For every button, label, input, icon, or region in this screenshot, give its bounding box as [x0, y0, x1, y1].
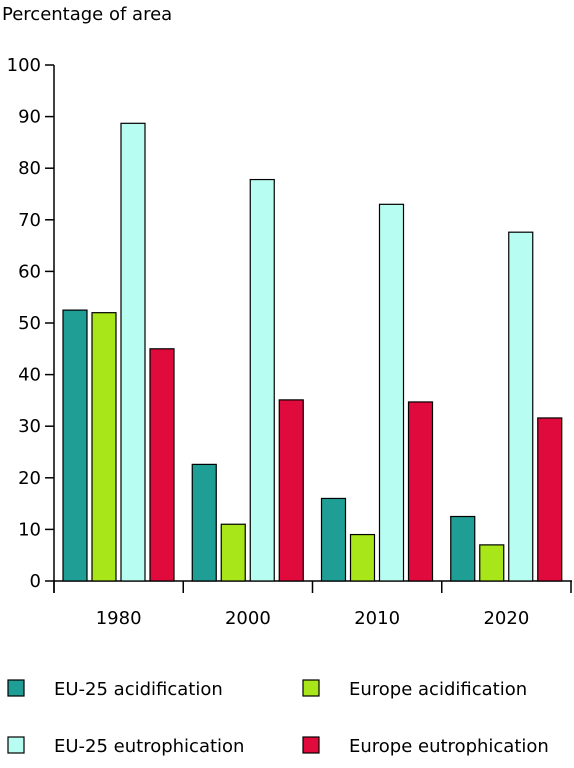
bar-eu-25-acidification-2010	[320, 497, 347, 582]
bar-eu-25-eutrophication-1980	[120, 122, 146, 582]
y-tick-label: 70	[18, 210, 41, 231]
legend-swatch	[302, 736, 320, 754]
y-tick-label: 10	[18, 519, 41, 540]
bar-eu-25-acidification-2020	[450, 515, 476, 582]
y-axis-label: Percentage of area	[2, 4, 172, 25]
bar-europe-eutrophication-1980	[149, 348, 175, 582]
axes: 0 10 20 30 40 50 60 70 80 90 100 1980 2000 2010 2020	[7, 55, 572, 629]
x-tick-label: 2020	[483, 608, 529, 629]
legend-label: Europe acidification	[349, 679, 527, 700]
bar-europe-acidification-2000	[220, 523, 246, 582]
y-tick-label: 80	[18, 158, 41, 179]
legend-swatch	[7, 736, 25, 754]
bar-eu-25-acidification-1980	[62, 309, 88, 582]
y-tick-label: 90	[18, 107, 41, 128]
bar-europe-acidification-2020	[479, 544, 505, 582]
y-tick-label: 50	[18, 313, 41, 334]
bar-europe-acidification-1980	[91, 312, 117, 582]
legend-label: Europe eutrophication	[349, 736, 549, 757]
y-tick-label: 60	[18, 261, 41, 282]
x-tick-label: 1980	[96, 608, 142, 629]
bar-eu-25-eutrophication-2000	[249, 178, 275, 582]
bar-europe-eutrophication-2010	[407, 401, 434, 582]
bar-eu-25-eutrophication-2010	[378, 203, 405, 582]
legend-label: EU-25 acidification	[54, 679, 223, 700]
legend-label: EU-25 eutrophication	[54, 736, 244, 757]
legend-swatch	[302, 679, 320, 697]
y-tick-label: 40	[18, 365, 41, 386]
legend: EU-25 acidification Europe acidification E…	[7, 679, 549, 757]
y-tick-label: 20	[18, 468, 41, 489]
bar-eu-25-eutrophication-2020	[508, 231, 534, 582]
bar-europe-eutrophication-2020	[537, 417, 563, 582]
bar-europe-acidification-2010	[349, 533, 376, 582]
legend-swatch	[7, 679, 25, 697]
bars	[62, 122, 563, 582]
bar-europe-eutrophication-2000	[278, 399, 304, 582]
y-tick-label: 0	[30, 571, 41, 592]
x-tick-label: 2000	[225, 608, 271, 629]
x-tick-label: 2010	[354, 608, 400, 629]
y-tick-label: 100	[7, 55, 41, 76]
bar-eu-25-acidification-2000	[191, 463, 217, 582]
y-tick-label: 30	[18, 416, 41, 437]
